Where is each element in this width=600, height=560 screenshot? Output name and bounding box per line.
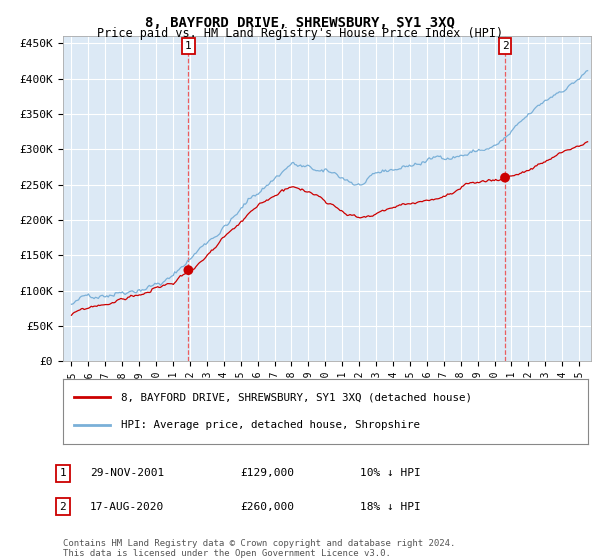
Text: 29-NOV-2001: 29-NOV-2001 [90, 468, 164, 478]
Text: 2: 2 [59, 502, 67, 512]
Text: 10% ↓ HPI: 10% ↓ HPI [360, 468, 421, 478]
Text: 18% ↓ HPI: 18% ↓ HPI [360, 502, 421, 512]
Text: 2: 2 [502, 41, 508, 52]
Text: £260,000: £260,000 [240, 502, 294, 512]
Point [184, 265, 193, 274]
Text: 1: 1 [185, 41, 192, 52]
Text: 8, BAYFORD DRIVE, SHREWSBURY, SY1 3XQ: 8, BAYFORD DRIVE, SHREWSBURY, SY1 3XQ [145, 16, 455, 30]
Text: 17-AUG-2020: 17-AUG-2020 [90, 502, 164, 512]
Text: 8, BAYFORD DRIVE, SHREWSBURY, SY1 3XQ (detached house): 8, BAYFORD DRIVE, SHREWSBURY, SY1 3XQ (d… [121, 392, 472, 402]
Text: Price paid vs. HM Land Registry's House Price Index (HPI): Price paid vs. HM Land Registry's House … [97, 27, 503, 40]
Text: HPI: Average price, detached house, Shropshire: HPI: Average price, detached house, Shro… [121, 421, 420, 431]
Text: Contains HM Land Registry data © Crown copyright and database right 2024.
This d: Contains HM Land Registry data © Crown c… [63, 539, 455, 558]
Point [500, 173, 510, 182]
Text: £129,000: £129,000 [240, 468, 294, 478]
Text: 1: 1 [59, 468, 67, 478]
